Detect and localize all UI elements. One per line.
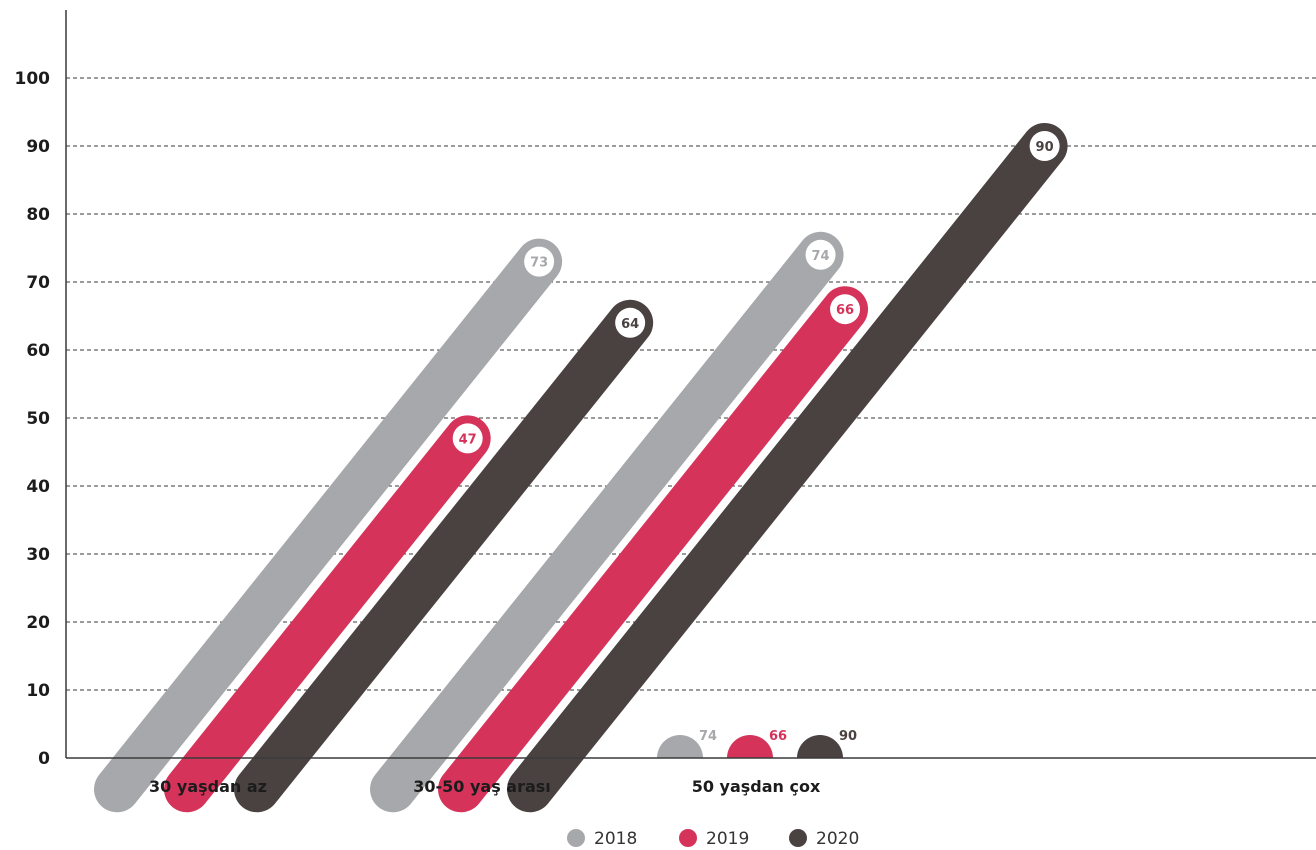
bars: 73 47 64 74 66 90 74 66 90: [94, 123, 1068, 813]
value-label: 47: [459, 432, 477, 447]
value-label: 64: [621, 317, 639, 332]
value-label: 90: [839, 729, 857, 744]
legend-marker-2018: [567, 829, 585, 847]
bar-2019: [164, 415, 491, 813]
y-tick-label: 50: [26, 409, 50, 429]
y-tick-label: 20: [26, 613, 50, 633]
legend-label: 2018: [594, 829, 637, 849]
y-tick-label: 70: [26, 273, 50, 293]
y-tick-label: 30: [26, 545, 50, 565]
value-label: 73: [530, 256, 548, 271]
bar-2018: [94, 238, 563, 813]
legend-marker-2020: [789, 829, 807, 847]
bar-stub-2019: [727, 735, 773, 758]
legend-label: 2019: [706, 829, 749, 849]
y-axis-ticks: 0 10 20 30 40 50 60 70 80 90 100: [15, 69, 51, 769]
value-label: 66: [836, 303, 854, 318]
y-tick-label: 80: [26, 205, 50, 225]
y-tick-label: 0: [38, 749, 50, 769]
value-badge: [805, 239, 836, 270]
bar-2018: [370, 231, 844, 813]
x-tick-label: 30 yaşdan az: [149, 777, 267, 796]
value-badge: [830, 294, 861, 325]
value-label: 74: [699, 729, 717, 744]
bar-stub-2020: [797, 735, 843, 758]
y-tick-label: 60: [26, 341, 50, 361]
value-label: 74: [812, 249, 830, 264]
y-tick-label: 40: [26, 477, 50, 497]
x-tick-label: 50 yaşdan çox: [692, 777, 821, 796]
value-label: 66: [769, 729, 787, 744]
y-tick-label: 100: [15, 69, 51, 89]
value-badge: [452, 423, 483, 454]
legend: 2018 2019 2020: [567, 829, 859, 849]
value-label: 90: [1036, 140, 1054, 155]
x-tick-label: 30-50 yaş arası: [413, 777, 551, 796]
bar-2020: [507, 123, 1068, 813]
y-tick-label: 90: [26, 137, 50, 157]
legend-label: 2020: [816, 829, 859, 849]
bar-2019: [438, 286, 869, 813]
bar-stub-2018: [657, 735, 703, 758]
value-badge: [1029, 131, 1060, 161]
y-tick-label: 10: [26, 681, 50, 701]
value-badge: [615, 307, 646, 338]
axes: [65, 10, 1316, 759]
value-badge: [524, 246, 555, 277]
legend-marker-2019: [679, 829, 697, 847]
bar-2020: [234, 299, 654, 813]
category-labels: 30 yaşdan az 30-50 yaş arası 50 yaşdan çox: [149, 777, 821, 796]
